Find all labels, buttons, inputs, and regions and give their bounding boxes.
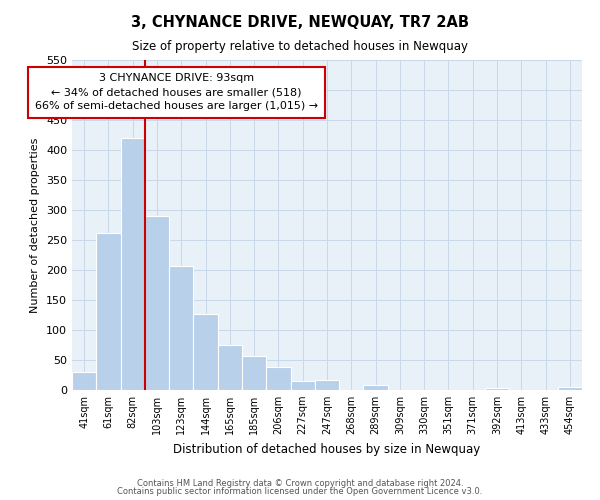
Bar	[315, 380, 339, 390]
Bar	[266, 367, 290, 390]
Text: Contains public sector information licensed under the Open Government Licence v3: Contains public sector information licen…	[118, 487, 482, 496]
Text: Size of property relative to detached houses in Newquay: Size of property relative to detached ho…	[132, 40, 468, 53]
Bar	[193, 314, 218, 390]
Bar	[96, 233, 121, 390]
Bar	[72, 372, 96, 390]
X-axis label: Distribution of detached houses by size in Newquay: Distribution of detached houses by size …	[173, 442, 481, 456]
Bar	[121, 138, 145, 390]
Text: Contains HM Land Registry data © Crown copyright and database right 2024.: Contains HM Land Registry data © Crown c…	[137, 478, 463, 488]
Bar	[290, 381, 315, 390]
Bar	[558, 387, 582, 390]
Bar	[485, 388, 509, 390]
Bar	[242, 356, 266, 390]
Text: 3, CHYNANCE DRIVE, NEWQUAY, TR7 2AB: 3, CHYNANCE DRIVE, NEWQUAY, TR7 2AB	[131, 15, 469, 30]
Text: 3 CHYNANCE DRIVE: 93sqm
← 34% of detached houses are smaller (518)
66% of semi-d: 3 CHYNANCE DRIVE: 93sqm ← 34% of detache…	[35, 73, 318, 111]
Bar	[364, 385, 388, 390]
Bar	[145, 216, 169, 390]
Bar	[218, 345, 242, 390]
Bar	[169, 266, 193, 390]
Y-axis label: Number of detached properties: Number of detached properties	[31, 138, 40, 312]
